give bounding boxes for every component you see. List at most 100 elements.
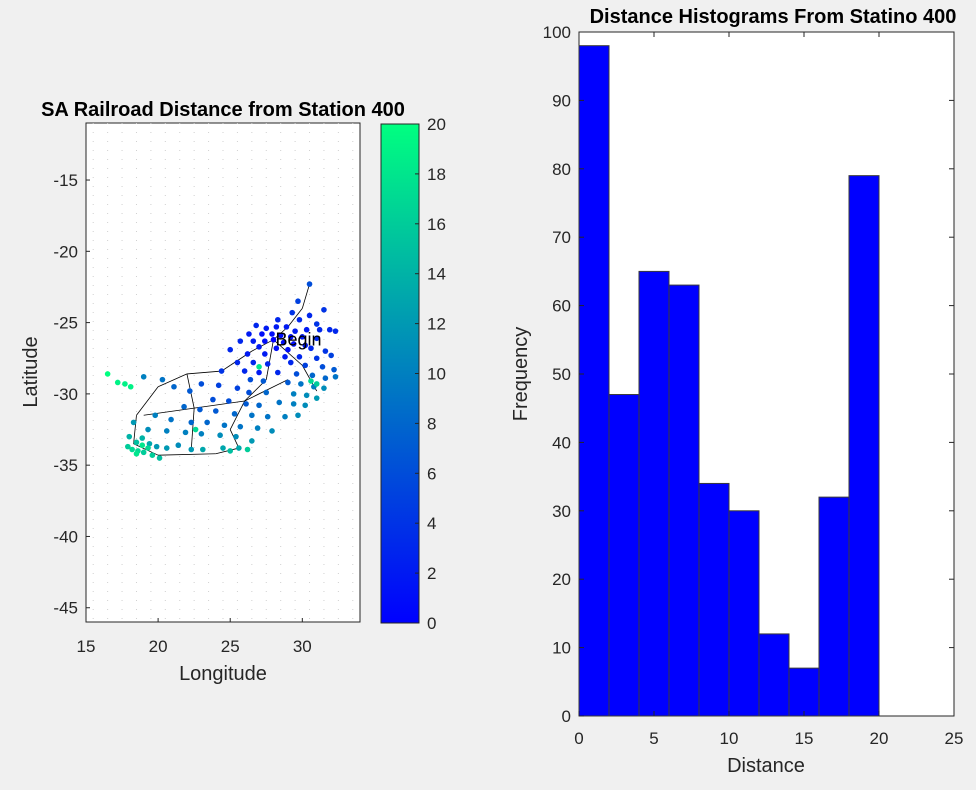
station-point bbox=[303, 392, 310, 399]
station-point bbox=[309, 372, 316, 379]
scatter-x-label: Longitude bbox=[179, 663, 267, 685]
station-point bbox=[241, 368, 248, 374]
station-point bbox=[182, 429, 189, 436]
station-point bbox=[306, 281, 313, 287]
rail-edge bbox=[136, 386, 159, 416]
y-tick-label: -25 bbox=[53, 314, 78, 333]
station-point bbox=[269, 331, 275, 337]
station-point bbox=[127, 383, 134, 390]
y-tick-label: -35 bbox=[53, 456, 78, 475]
station-point bbox=[125, 443, 131, 450]
station-point bbox=[246, 331, 252, 337]
station-point bbox=[254, 425, 261, 431]
station-point bbox=[293, 371, 300, 377]
histogram-bar bbox=[728, 510, 760, 717]
colorbar-gradient bbox=[380, 123, 420, 624]
y-tick-label: 90 bbox=[552, 91, 571, 110]
station-point bbox=[298, 381, 304, 387]
station-point bbox=[313, 381, 320, 387]
station-point bbox=[308, 378, 314, 384]
station-point bbox=[146, 440, 153, 447]
station-point bbox=[237, 338, 244, 344]
x-tick-label: 30 bbox=[293, 637, 312, 656]
station-point bbox=[332, 373, 339, 380]
y-tick-label: 10 bbox=[552, 639, 571, 658]
rail-edge bbox=[186, 370, 222, 375]
scatter-y-label: Latitude bbox=[20, 336, 42, 407]
station-point bbox=[139, 442, 146, 449]
station-point bbox=[220, 445, 226, 451]
station-point bbox=[313, 321, 320, 327]
station-point bbox=[236, 445, 242, 451]
rail-edge bbox=[190, 408, 195, 450]
station-point bbox=[290, 341, 297, 347]
station-point bbox=[217, 432, 223, 439]
station-point bbox=[188, 419, 195, 426]
station-point bbox=[168, 416, 174, 423]
x-tick-label: 20 bbox=[149, 637, 168, 656]
y-tick-label: 70 bbox=[552, 228, 571, 247]
station-point bbox=[153, 443, 160, 450]
colorbar-tick-label: 10 bbox=[427, 365, 446, 384]
colorbar-tick-label: 12 bbox=[427, 315, 446, 334]
station-point bbox=[163, 445, 170, 451]
rail-edge bbox=[133, 415, 137, 444]
station-point bbox=[227, 448, 234, 454]
station-point bbox=[276, 399, 283, 406]
station-point bbox=[244, 351, 251, 357]
histogram-bar bbox=[758, 633, 790, 717]
station-point bbox=[247, 376, 254, 383]
station-point bbox=[321, 306, 327, 313]
station-point bbox=[321, 385, 327, 391]
station-point bbox=[273, 345, 280, 352]
y-tick-label: 60 bbox=[552, 297, 571, 316]
station-point bbox=[249, 412, 255, 419]
station-point bbox=[104, 371, 111, 377]
station-point bbox=[256, 369, 262, 376]
station-point bbox=[263, 325, 270, 332]
station-point bbox=[270, 336, 277, 343]
station-point bbox=[130, 419, 137, 426]
station-point bbox=[204, 419, 210, 426]
colorbar-tick-label: 20 bbox=[427, 115, 446, 134]
station-point bbox=[192, 426, 199, 433]
scatter-title: SA Railroad Distance from Station 400 bbox=[41, 99, 405, 121]
station-point bbox=[221, 422, 228, 429]
y-tick-label: 20 bbox=[552, 570, 571, 589]
histogram-bar bbox=[698, 482, 730, 717]
station-point bbox=[264, 413, 271, 420]
histogram-y-label: Frequency bbox=[510, 327, 532, 422]
histogram-bar bbox=[848, 175, 880, 717]
station-point bbox=[234, 359, 241, 366]
station-point bbox=[290, 401, 297, 407]
station-point bbox=[159, 376, 166, 383]
station-point bbox=[246, 389, 252, 396]
y-tick-label: 0 bbox=[562, 707, 571, 726]
x-tick-label: 15 bbox=[77, 637, 96, 656]
station-point bbox=[244, 446, 251, 453]
x-tick-label: 25 bbox=[945, 729, 964, 748]
histogram-bar bbox=[578, 45, 610, 717]
rail-edge bbox=[194, 400, 245, 409]
station-point bbox=[200, 446, 206, 453]
station-point bbox=[290, 391, 297, 397]
station-point bbox=[256, 344, 262, 350]
station-point bbox=[264, 361, 271, 367]
station-point bbox=[280, 339, 287, 346]
station-point bbox=[287, 359, 294, 366]
y-tick-label: -20 bbox=[53, 242, 78, 261]
station-point bbox=[296, 354, 303, 360]
histogram-y-ticks: 0 10 20 30 40 50 60 70 80 90 100 bbox=[543, 23, 954, 726]
rail-edge bbox=[143, 407, 195, 416]
station-point bbox=[306, 312, 313, 319]
station-point bbox=[308, 345, 314, 352]
station-point bbox=[299, 334, 306, 340]
station-point bbox=[225, 398, 232, 404]
colorbar-tick-label: 6 bbox=[427, 464, 436, 483]
station-point bbox=[292, 328, 298, 334]
histogram-bar bbox=[608, 394, 640, 717]
rail-edge bbox=[301, 283, 310, 309]
station-point bbox=[322, 348, 329, 354]
station-point bbox=[275, 316, 281, 323]
colorbar-tick-label: 0 bbox=[427, 614, 436, 633]
